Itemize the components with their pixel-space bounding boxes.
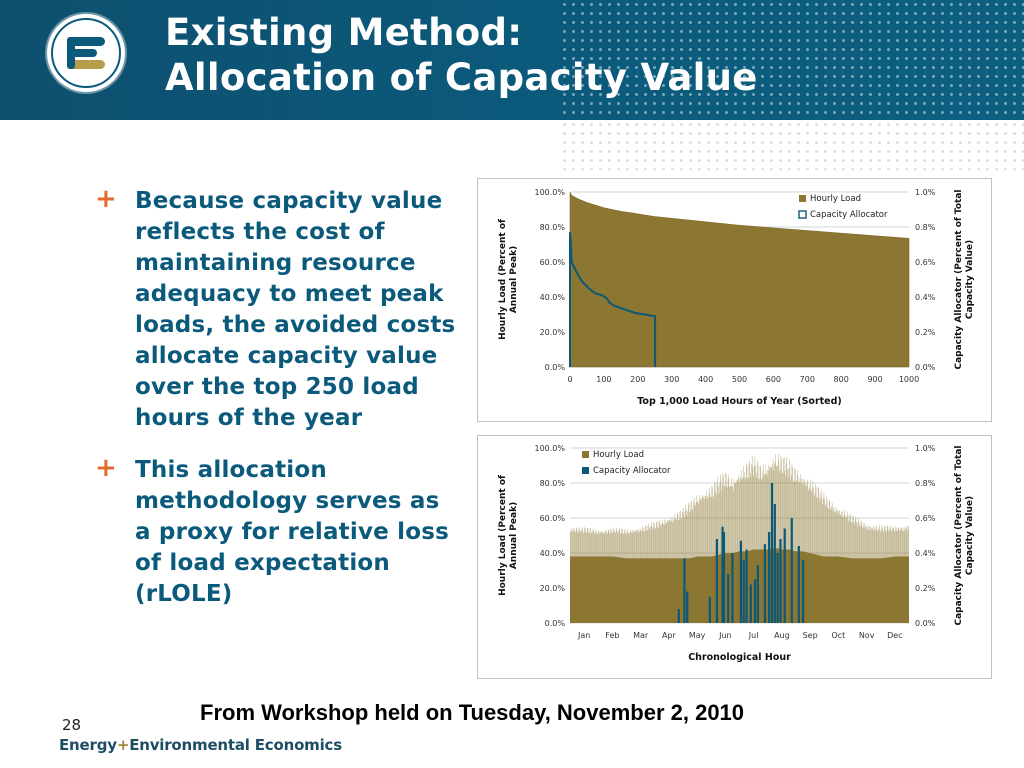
y2-tick-label: 0.4% (915, 293, 936, 302)
plus-bullet-icon: + (95, 453, 117, 483)
y-tick-label: 0.0% (545, 363, 566, 372)
y-axis-title: Hourly Load (Percent ofAnnual Peak) (498, 475, 519, 596)
bullet-list: + Because capacity value reflects the co… (95, 184, 463, 631)
x-tick-label: 800 (834, 375, 849, 384)
y2-axis-title: Capacity Allocator (Percent of TotalCapa… (954, 189, 975, 369)
x-tick-label: Jan (577, 631, 590, 640)
x-tick-label: 900 (867, 375, 882, 384)
y2-tick-label: 1.0% (915, 188, 936, 197)
x-tick-label: Oct (831, 631, 845, 640)
y-tick-label: 0.0% (545, 619, 566, 628)
y2-tick-label: 0.4% (915, 549, 936, 558)
slide-title-line-2: Allocation of Capacity Value (165, 56, 758, 99)
x-tick-label: 300 (664, 375, 679, 384)
y2-axis-title-line: Capacity Value) (965, 496, 975, 575)
x-tick-label: May (689, 631, 706, 640)
y2-tick-label: 0.6% (915, 258, 936, 267)
slide-title-line-1: Existing Method: (165, 11, 523, 54)
x-tick-label: Nov (859, 631, 875, 640)
y-axis-title: Hourly Load (Percent ofAnnual Peak) (498, 219, 519, 340)
y2-tick-label: 0.8% (915, 479, 936, 488)
y2-axis-title: Capacity Allocator (Percent of TotalCapa… (954, 445, 975, 625)
y2-tick-label: 0.8% (915, 223, 936, 232)
legend-label: Capacity Allocator (593, 466, 671, 476)
y2-tick-label: 1.0% (915, 444, 936, 453)
x-tick-label: Jul (748, 631, 759, 640)
legend-swatch (799, 195, 806, 202)
hourly-load-base-area (570, 547, 909, 623)
bullet-text: This allocation methodology serves as a … (135, 457, 450, 607)
y2-tick-label: 0.0% (915, 363, 936, 372)
y2-tick-label: 0.2% (915, 584, 936, 593)
y2-tick-label: 0.6% (915, 514, 936, 523)
x-axis-title: Top 1,000 Load Hours of Year (Sorted) (637, 396, 842, 407)
slide-title: Existing Method: Allocation of Capacity … (165, 10, 758, 100)
capacity-allocator-line (569, 232, 657, 367)
legend-label: Hourly Load (810, 194, 861, 204)
x-tick-label: 500 (732, 375, 747, 384)
y-tick-label: 60.0% (540, 258, 566, 267)
e3-logo-icon (47, 14, 125, 92)
x-tick-label: 100 (596, 375, 611, 384)
footer-logo-part-2: Environmental Economics (129, 736, 342, 754)
y-tick-label: 40.0% (540, 293, 566, 302)
x-tick-label: 600 (766, 375, 781, 384)
footer-logo-part-1: Energy (59, 736, 117, 754)
y2-tick-label: 0.0% (915, 619, 936, 628)
legend-swatch (582, 451, 589, 458)
x-tick-label: Dec (887, 631, 902, 640)
y-tick-label: 20.0% (540, 584, 566, 593)
legend-swatch (582, 467, 589, 474)
legend-swatch (798, 210, 807, 219)
header-divider-dots (560, 120, 1024, 170)
header-dot-pattern (560, 0, 1024, 118)
chronological-load-chart: 0.0% 0.0% 20.0% 0.2% 40.0% 0.4% 60.0% 0.6% 80.0%… (477, 435, 992, 679)
page-number: 28 (62, 716, 82, 734)
y-tick-label: 80.0% (540, 223, 566, 232)
bullet-text: Because capacity value reflects the cost… (135, 188, 456, 431)
x-tick-label: 200 (630, 375, 645, 384)
y-tick-label: 60.0% (540, 514, 566, 523)
bullet-item: + Because capacity value reflects the co… (95, 184, 463, 434)
legend-label: Hourly Load (593, 450, 644, 460)
y-tick-label: 40.0% (540, 549, 566, 558)
y-tick-label: 80.0% (540, 479, 566, 488)
y2-tick-label: 0.2% (915, 328, 936, 337)
x-tick-label: Apr (662, 631, 677, 640)
bullet-item: + This allocation methodology serves as … (95, 453, 463, 610)
y2-axis-title-line: Capacity Allocator (Percent of Total (954, 189, 964, 369)
header-divider (0, 120, 1024, 126)
y2-axis-title-line: Capacity Value) (965, 240, 975, 319)
slide-caption: From Workshop held on Tuesday, November … (200, 700, 745, 725)
y-axis-title-line: Hourly Load (Percent of (498, 219, 508, 340)
y-axis-title-line: Annual Peak) (509, 246, 519, 313)
x-tick-label: Jun (718, 631, 732, 640)
y-axis-title-line: Annual Peak) (509, 502, 519, 569)
chronological-load-chart-svg: 0.0% 0.0% 20.0% 0.2% 40.0% 0.4% 60.0% 0.6% 80.0%… (498, 444, 975, 663)
x-tick-label: 1000 (899, 375, 919, 384)
x-tick-label: Feb (605, 631, 619, 640)
sorted-load-chart-svg: 0.0% 0.0% 20.0% 0.2% 40.0% 0.4% 60.0% 0.6% 80.0%… (498, 188, 975, 407)
legend-label: Capacity Allocator (810, 210, 888, 220)
x-tick-label: 700 (800, 375, 815, 384)
x-tick-label: Aug (774, 631, 790, 640)
y-tick-label: 20.0% (540, 328, 566, 337)
x-tick-label: 400 (698, 375, 713, 384)
y-axis-title-line: Hourly Load (Percent of (498, 475, 508, 596)
footer-logo-plus: + (116, 736, 130, 754)
footer-company-logo: Energy+Environmental Economics (59, 736, 342, 754)
y-tick-label: 100.0% (534, 444, 565, 453)
y-tick-label: 100.0% (534, 188, 565, 197)
x-tick-label: Mar (633, 631, 649, 640)
y2-axis-title-line: Capacity Allocator (Percent of Total (954, 445, 964, 625)
plus-bullet-icon: + (95, 184, 117, 214)
x-tick-label: Sep (803, 631, 818, 640)
sorted-load-chart: 0.0% 0.0% 20.0% 0.2% 40.0% 0.4% 60.0% 0.6% 80.0%… (477, 178, 992, 422)
x-axis-title: Chronological Hour (688, 652, 791, 663)
x-tick-label: 0 (567, 375, 572, 384)
slide-header: Existing Method: Allocation of Capacity … (0, 0, 1024, 120)
